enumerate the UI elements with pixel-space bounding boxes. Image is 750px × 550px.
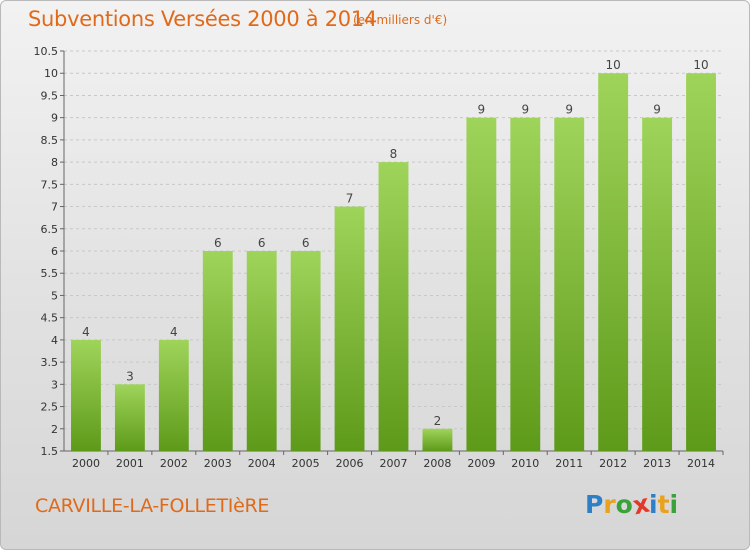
logo-letter: P (585, 490, 604, 519)
bar-2006 (334, 206, 365, 451)
bar-2014 (686, 73, 716, 451)
data-label-2004: 6 (258, 236, 266, 250)
x-tick-label-2001: 2001 (116, 457, 144, 470)
bar-chart: 1.5 2 2.5 3 3.5 4 4.5 5 5.5 6 6.5 7 7.5 8 8.5 9 9.5 10 10.… (34, 45, 724, 470)
bar-2001 (114, 384, 145, 451)
logo-letter: i (649, 490, 658, 519)
data-label-2006: 7 (346, 192, 354, 206)
labels: 4 3 4 6 6 6 7 8 2 9 9 9 10 9 10 (82, 58, 709, 428)
bar-2008 (422, 428, 453, 451)
x-tick-label-2000: 2000 (72, 457, 100, 470)
y-tick-label: 4 (51, 334, 58, 347)
y-tick-label: 5 (51, 289, 58, 302)
logo-letter: r (603, 490, 616, 519)
x-tick-label-2013: 2013 (643, 457, 671, 470)
y-tick-label: 2.5 (41, 401, 59, 414)
y-tick-label: 6.5 (41, 223, 59, 236)
x-tick-label-2005: 2005 (292, 457, 320, 470)
data-label-2005: 6 (302, 236, 310, 250)
bar-2010 (510, 117, 541, 452)
axes: 1.5 2 2.5 3 3.5 4 4.5 5 5.5 6 6.5 7 7.5 8 8.5 9 9.5 10 10.… (34, 45, 724, 470)
y-tick-label: 3 (51, 378, 58, 391)
x-tick-label-2004: 2004 (248, 457, 276, 470)
chart-subtitle: (en milliers d'€) (353, 13, 448, 27)
data-label-2014: 10 (693, 58, 708, 72)
y-tick-label: 8.5 (41, 134, 59, 147)
bar-2003 (202, 251, 233, 451)
data-label-2001: 3 (126, 369, 134, 383)
x-tick-label-2014: 2014 (687, 457, 715, 470)
bar-2007 (378, 162, 409, 451)
y-tick-label: 9 (51, 112, 58, 125)
data-label-2000: 4 (82, 325, 90, 339)
data-label-2011: 9 (565, 103, 573, 117)
data-label-2012: 10 (606, 58, 621, 72)
y-tick-label: 7 (51, 201, 58, 214)
x-tick-label-2008: 2008 (423, 457, 451, 470)
x-tick-label-2002: 2002 (160, 457, 188, 470)
y-tick-label: 6 (51, 245, 58, 258)
bar-2000 (71, 339, 101, 451)
data-label-2008: 2 (434, 414, 442, 428)
bar-2009 (466, 117, 497, 452)
y-tick-label: 9.5 (41, 89, 59, 102)
logo-letter: t (657, 490, 670, 519)
chart-title: Subventions Versées 2000 à 2014 (28, 7, 377, 31)
bar-2005 (290, 251, 321, 451)
bar-2004 (246, 251, 277, 451)
data-label-2002: 4 (170, 325, 178, 339)
bar-2012 (598, 73, 629, 451)
y-tick-label: 5.5 (41, 267, 59, 280)
x-tick-label-2006: 2006 (336, 457, 364, 470)
proxiti-logo[interactable]: Proxiti (585, 489, 679, 521)
y-tick-label: 1.5 (41, 445, 59, 458)
bars (71, 73, 716, 452)
data-label-2007: 8 (390, 147, 398, 161)
x-tick-label-2007: 2007 (380, 457, 408, 470)
data-label-2013: 9 (653, 103, 661, 117)
y-tick-label: 10 (44, 67, 58, 80)
logo-letter: i (669, 490, 679, 519)
x-tick-label-2003: 2003 (204, 457, 232, 470)
x-tick-label-2011: 2011 (555, 457, 583, 470)
x-tick-label-2012: 2012 (599, 457, 627, 470)
data-label-2010: 9 (521, 103, 529, 117)
y-tick-label: 10.5 (34, 45, 59, 58)
data-label-2003: 6 (214, 236, 222, 250)
bar-2011 (554, 117, 585, 452)
x-tick-label-2010: 2010 (511, 457, 539, 470)
commune-name: CARVILLE-LA-FOLLETIèRE (35, 495, 270, 517)
y-tick-label: 3.5 (41, 356, 59, 369)
x-tick-label-2009: 2009 (467, 457, 495, 470)
y-tick-label: 4.5 (41, 312, 59, 325)
y-tick-label: 7.5 (41, 178, 59, 191)
data-label-2009: 9 (478, 103, 486, 117)
bar-2013 (642, 117, 673, 452)
y-tick-label: 8 (51, 156, 58, 169)
bar-2002 (158, 339, 189, 451)
logo-letter: o (615, 490, 633, 519)
y-tick-label: 2 (51, 423, 58, 436)
